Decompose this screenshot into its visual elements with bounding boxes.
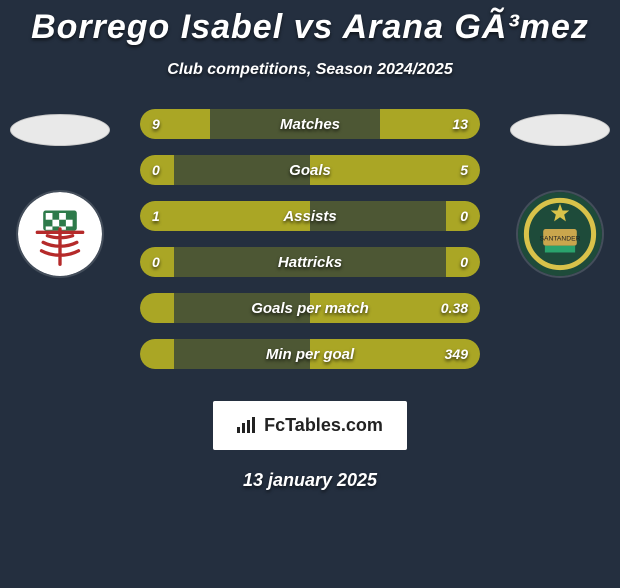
comparison-panel: 9Matches130Goals51Assists00Hattricks0Goa… <box>0 109 620 389</box>
stat-label: Matches <box>140 109 480 139</box>
fctables-brand[interactable]: FcTables.com <box>213 401 407 450</box>
stat-label: Goals per match <box>140 293 480 323</box>
fctables-label: FcTables.com <box>264 415 383 435</box>
right-player-col: SANTANDER <box>500 109 620 278</box>
left-player-col <box>0 109 120 278</box>
stat-row: 0Hattricks0 <box>140 247 480 277</box>
stat-label: Min per goal <box>140 339 480 369</box>
right-player-avatar <box>510 114 610 146</box>
bar-chart-icon <box>237 415 262 435</box>
left-player-avatar <box>10 114 110 146</box>
stat-row: Min per goal349 <box>140 339 480 369</box>
stat-label: Hattricks <box>140 247 480 277</box>
stat-value-right: 0.38 <box>441 293 468 323</box>
stat-value-right: 5 <box>460 155 468 185</box>
right-club-icon: SANTANDER <box>518 190 602 278</box>
stat-row: Goals per match0.38 <box>140 293 480 323</box>
stat-label: Assists <box>140 201 480 231</box>
svg-text:SANTANDER: SANTANDER <box>540 236 581 243</box>
stat-value-right: 0 <box>460 247 468 277</box>
stat-value-right: 0 <box>460 201 468 231</box>
stat-label: Goals <box>140 155 480 185</box>
stat-row: 1Assists0 <box>140 201 480 231</box>
subtitle: Club competitions, Season 2024/2025 <box>0 61 620 79</box>
footer: FcTables.com 13 january 2025 <box>0 401 620 491</box>
stat-value-right: 13 <box>452 109 468 139</box>
left-club-badge <box>16 190 104 278</box>
stat-row: 9Matches13 <box>140 109 480 139</box>
right-club-badge: SANTANDER <box>516 190 604 278</box>
stat-value-right: 349 <box>445 339 468 369</box>
stat-row: 0Goals5 <box>140 155 480 185</box>
page-title: Borrego Isabel vs Arana GÃ³mez <box>0 8 620 47</box>
left-club-icon <box>18 190 102 278</box>
stats-list: 9Matches130Goals51Assists00Hattricks0Goa… <box>140 109 480 385</box>
date-label: 13 january 2025 <box>0 470 620 491</box>
